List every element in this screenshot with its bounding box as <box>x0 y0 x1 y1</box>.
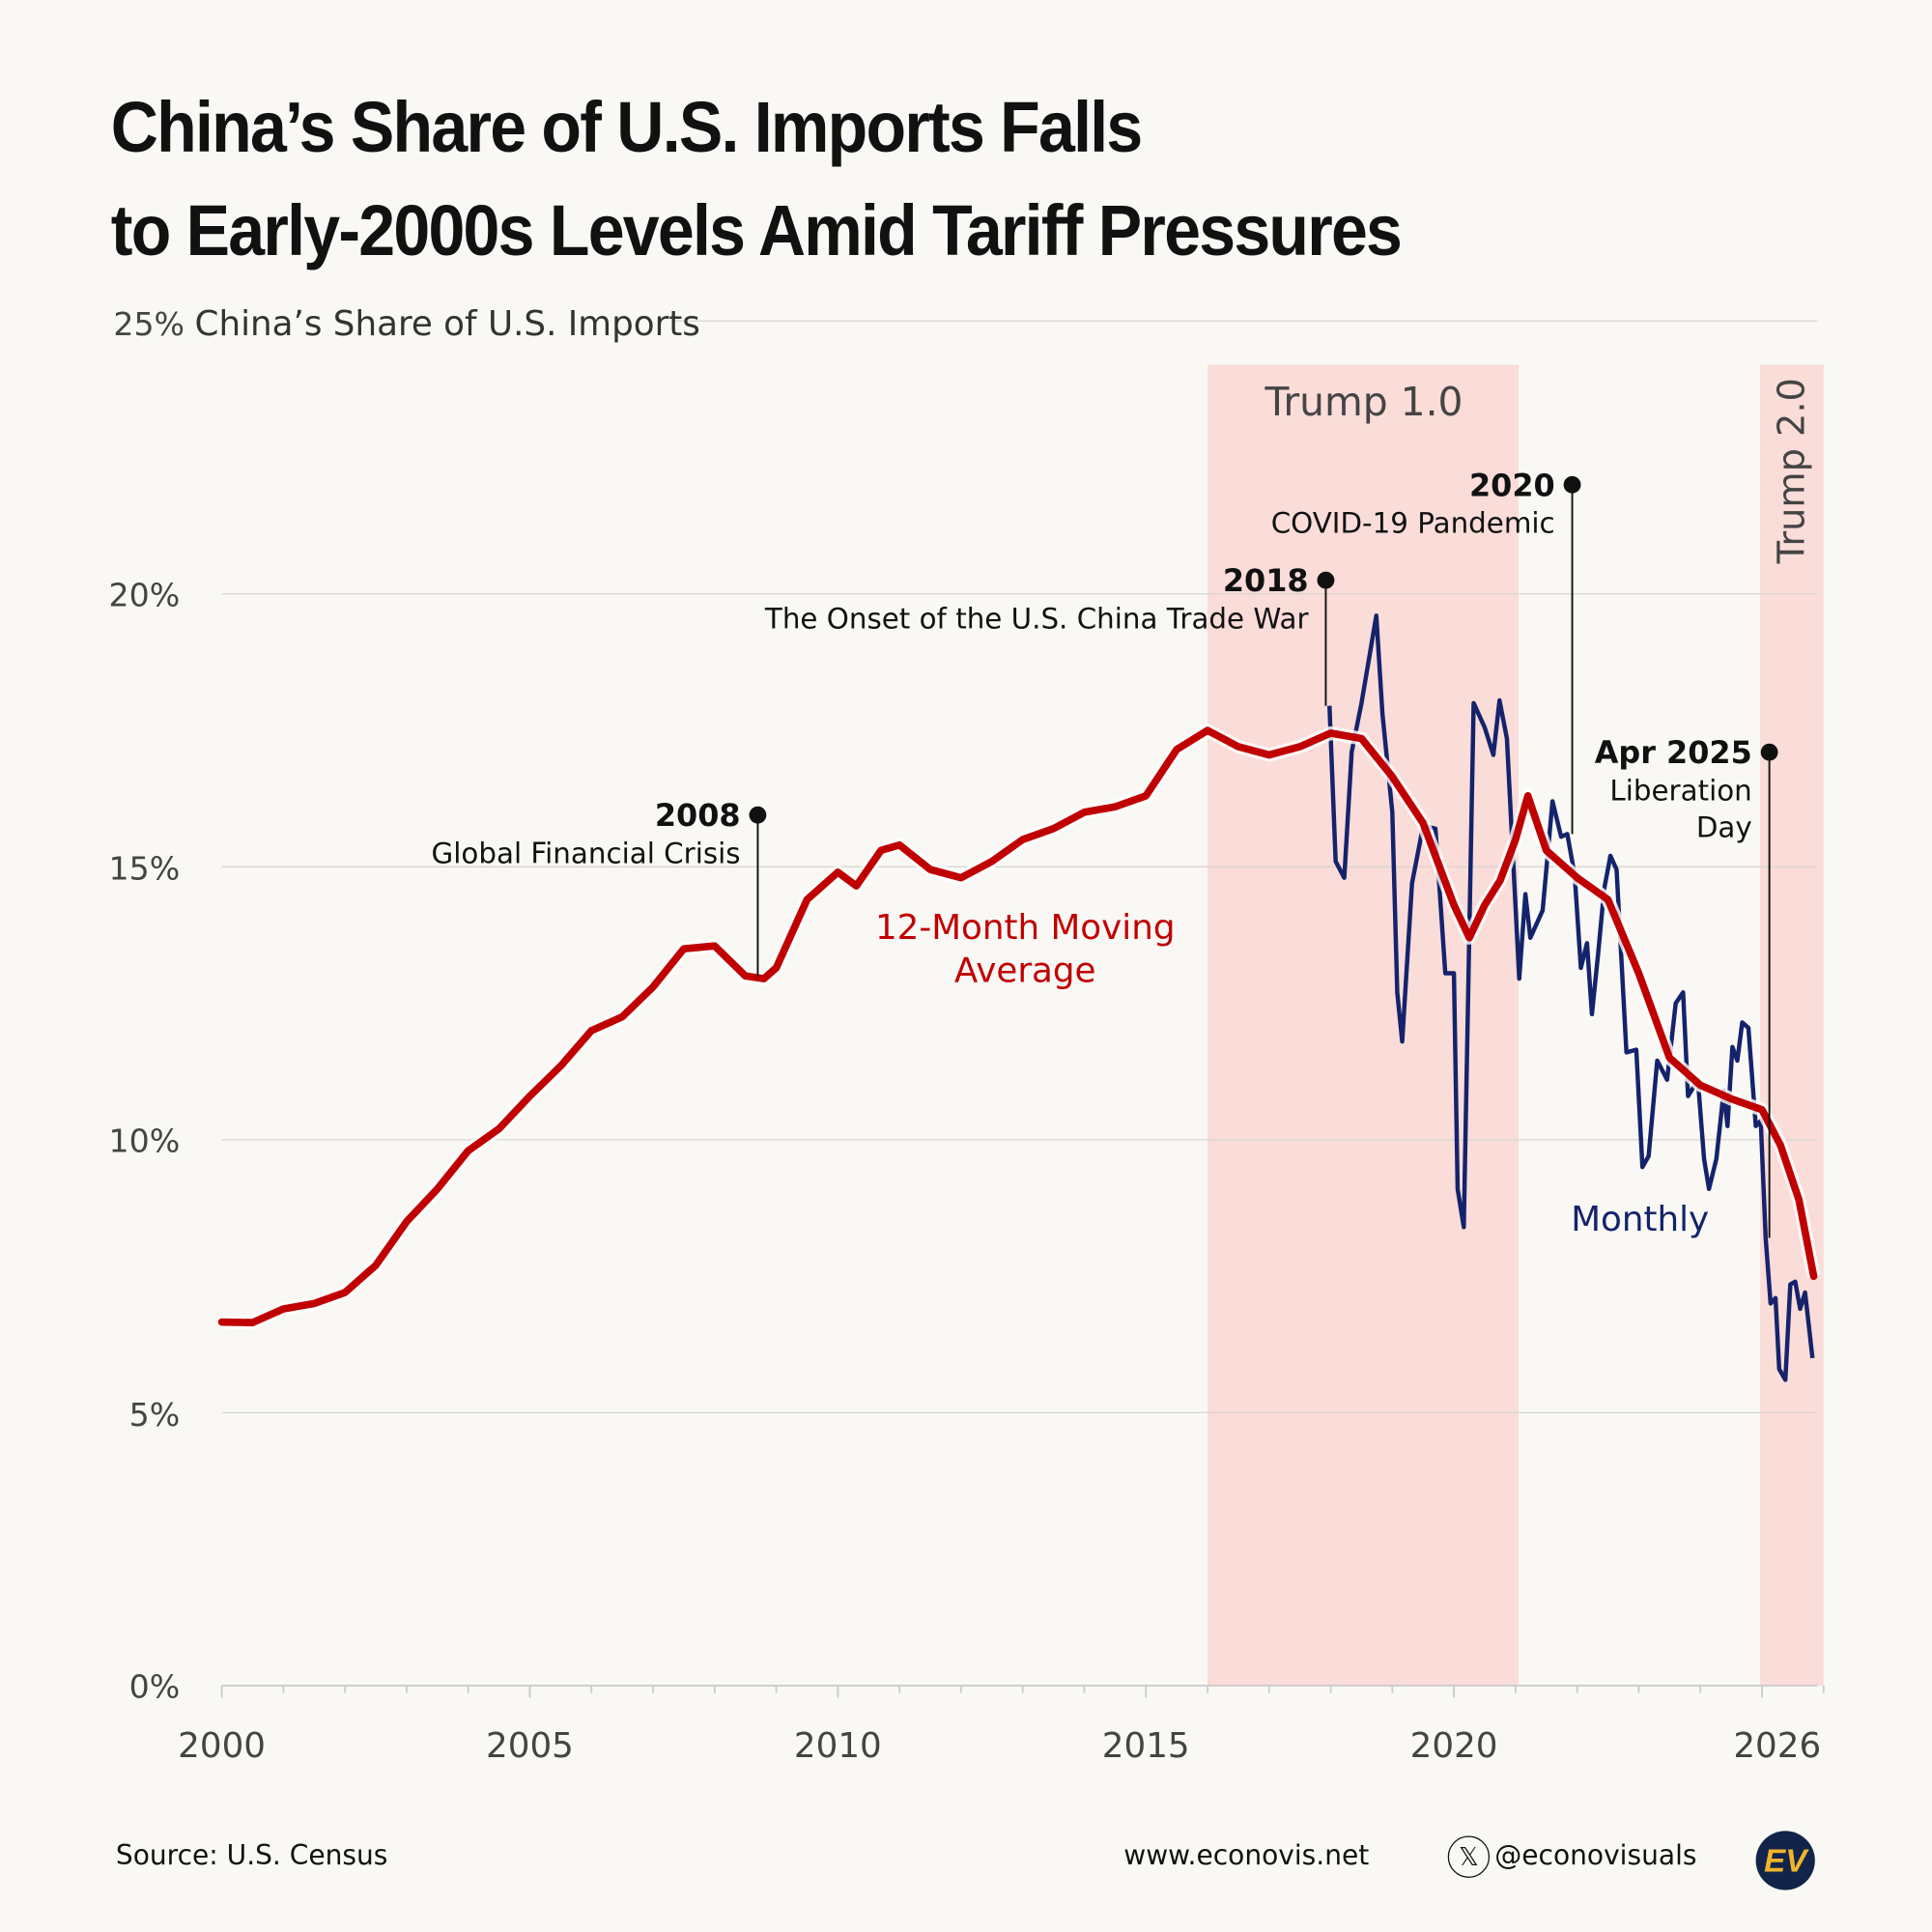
x-tick-label: 2015 <box>1102 1726 1190 1766</box>
title-line-1: China’s Share of U.S. Imports Falls <box>110 87 1143 168</box>
annotation-year: Apr 2025 <box>1595 734 1752 771</box>
x-tick-label: 2026 <box>1733 1726 1821 1766</box>
series-label-moving-average: 12-Month Moving <box>875 908 1176 948</box>
series-label-moving-average: Average <box>954 952 1096 991</box>
moving-average-series-line <box>217 726 1818 1326</box>
x-tick-label: 2010 <box>794 1726 882 1766</box>
annotation-text: Liberation <box>1609 774 1751 807</box>
annotation-marker <box>1563 475 1581 494</box>
annotation-year: 2018 <box>1223 562 1309 599</box>
y-tick-label: 0% <box>129 1668 181 1706</box>
title-line-2: to Early-2000s Levels Amid Tariff Pressu… <box>110 190 1403 271</box>
source-note: Source: U.S. Census <box>115 1840 388 1872</box>
x-tick-label: 2005 <box>486 1726 574 1766</box>
annotation-year: 2008 <box>655 797 741 834</box>
annotation-text: The Onset of the U.S. China Trade War <box>764 602 1310 635</box>
shaded-period <box>1760 364 1824 1686</box>
y-axis-title: China’s Share of U.S. Imports <box>195 304 700 344</box>
chart-title: China’s Share of U.S. Imports Falls to E… <box>111 76 1513 283</box>
annotation-text: Global Financial Crisis <box>432 837 741 869</box>
x-tick-label: 2020 <box>1410 1726 1498 1766</box>
annotation-marker <box>1317 571 1335 589</box>
annotation-text: Day <box>1696 811 1752 844</box>
handle-text: @econovisuals <box>1494 1840 1697 1872</box>
annotation-text: COVID-19 Pandemic <box>1271 507 1555 540</box>
x-tick-label: 2000 <box>178 1726 266 1766</box>
website-link[interactable]: www.econovis.net <box>1123 1840 1370 1872</box>
y-tick-label: 10% <box>109 1122 181 1160</box>
y-tick-label: 5% <box>129 1396 181 1434</box>
series-label-monthly: Monthly <box>1571 1200 1709 1239</box>
y-tick-label: 20% <box>109 577 181 614</box>
annotation-marker <box>749 806 767 824</box>
band-label-trump-1: Trump 1.0 <box>1264 379 1463 425</box>
y-tick-label: 15% <box>109 850 181 888</box>
social-handle[interactable]: 𝕏 @econovisuals <box>1447 1835 1697 1878</box>
y-tick-label: 25% <box>113 305 185 343</box>
x-logo-icon: 𝕏 <box>1447 1835 1491 1878</box>
annotation-marker <box>1760 743 1778 761</box>
band-label-trump-2: Trump 2.0 <box>1770 378 1813 564</box>
annotation-year: 2020 <box>1469 467 1555 503</box>
econovis-logo: EV <box>1755 1831 1815 1890</box>
